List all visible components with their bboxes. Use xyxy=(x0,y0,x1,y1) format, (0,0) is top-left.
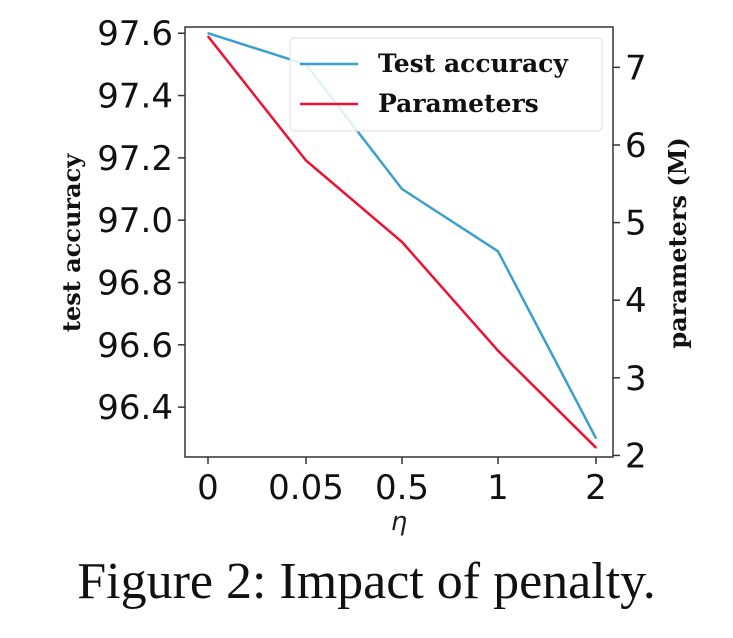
data-point-parameters xyxy=(401,241,403,243)
x-tick-label: 1 xyxy=(487,468,509,508)
y-tick-label: 96.4 xyxy=(97,388,173,428)
figure-caption: Figure 2: Impact of penalty. xyxy=(77,553,656,610)
y-tick-label: 96.6 xyxy=(97,326,173,366)
y2-tick-label: 6 xyxy=(625,126,647,166)
data-point-parameters xyxy=(207,35,209,38)
left-axis-ticks: 96.4 96.6 96.8 97.0 97.2 97.4 97.6 xyxy=(97,14,185,428)
dual-axis-line-chart: 96.4 96.6 96.8 97.0 97.2 97.4 97.6 2 3 4 5 6 7 0 0.0… xyxy=(57,14,692,537)
y2-tick-label: 2 xyxy=(625,436,647,476)
legend-label-test-accuracy: Test accuracy xyxy=(378,49,569,78)
right-axis-ticks: 2 3 4 5 6 7 xyxy=(613,48,647,476)
y2-tick-label: 7 xyxy=(625,48,647,88)
legend-box xyxy=(289,37,603,132)
y-tick-label: 97.6 xyxy=(97,14,173,54)
x-tick-label: 0.05 xyxy=(268,468,344,508)
legend: Test accuracy Parameters xyxy=(289,37,603,132)
y2-axis-title: parameters (M) xyxy=(663,137,692,348)
y-tick-label: 97.0 xyxy=(97,201,173,241)
data-point-test-accuracy xyxy=(401,188,403,190)
y-axis-title: test accuracy xyxy=(57,153,86,332)
legend-label-parameters: Parameters xyxy=(378,89,539,118)
plot-area-frame xyxy=(184,26,614,458)
x-axis-ticks: 0 0.05 0.5 1 2 xyxy=(197,457,607,508)
data-point-parameters xyxy=(595,446,597,449)
y2-tick-label: 3 xyxy=(625,359,647,399)
data-point-test-accuracy xyxy=(497,250,499,253)
x-axis-title: η xyxy=(391,507,407,537)
y-tick-label: 97.2 xyxy=(97,139,173,179)
y2-tick-label: 5 xyxy=(625,204,647,244)
data-point-test-accuracy xyxy=(207,32,209,34)
x-tick-label: 2 xyxy=(585,468,607,508)
y-tick-label: 97.4 xyxy=(97,77,173,117)
x-tick-label: 0.5 xyxy=(375,468,429,508)
data-point-parameters xyxy=(497,349,499,352)
x-tick-label: 0 xyxy=(197,468,219,508)
data-point-test-accuracy xyxy=(595,437,597,440)
data-point-parameters xyxy=(305,159,307,162)
y2-tick-label: 4 xyxy=(625,281,647,321)
y-tick-label: 96.8 xyxy=(97,264,173,304)
